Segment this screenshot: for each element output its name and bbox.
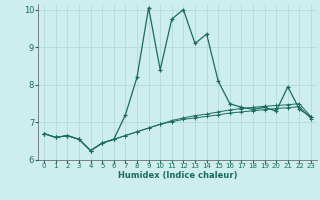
X-axis label: Humidex (Indice chaleur): Humidex (Indice chaleur) bbox=[118, 171, 237, 180]
